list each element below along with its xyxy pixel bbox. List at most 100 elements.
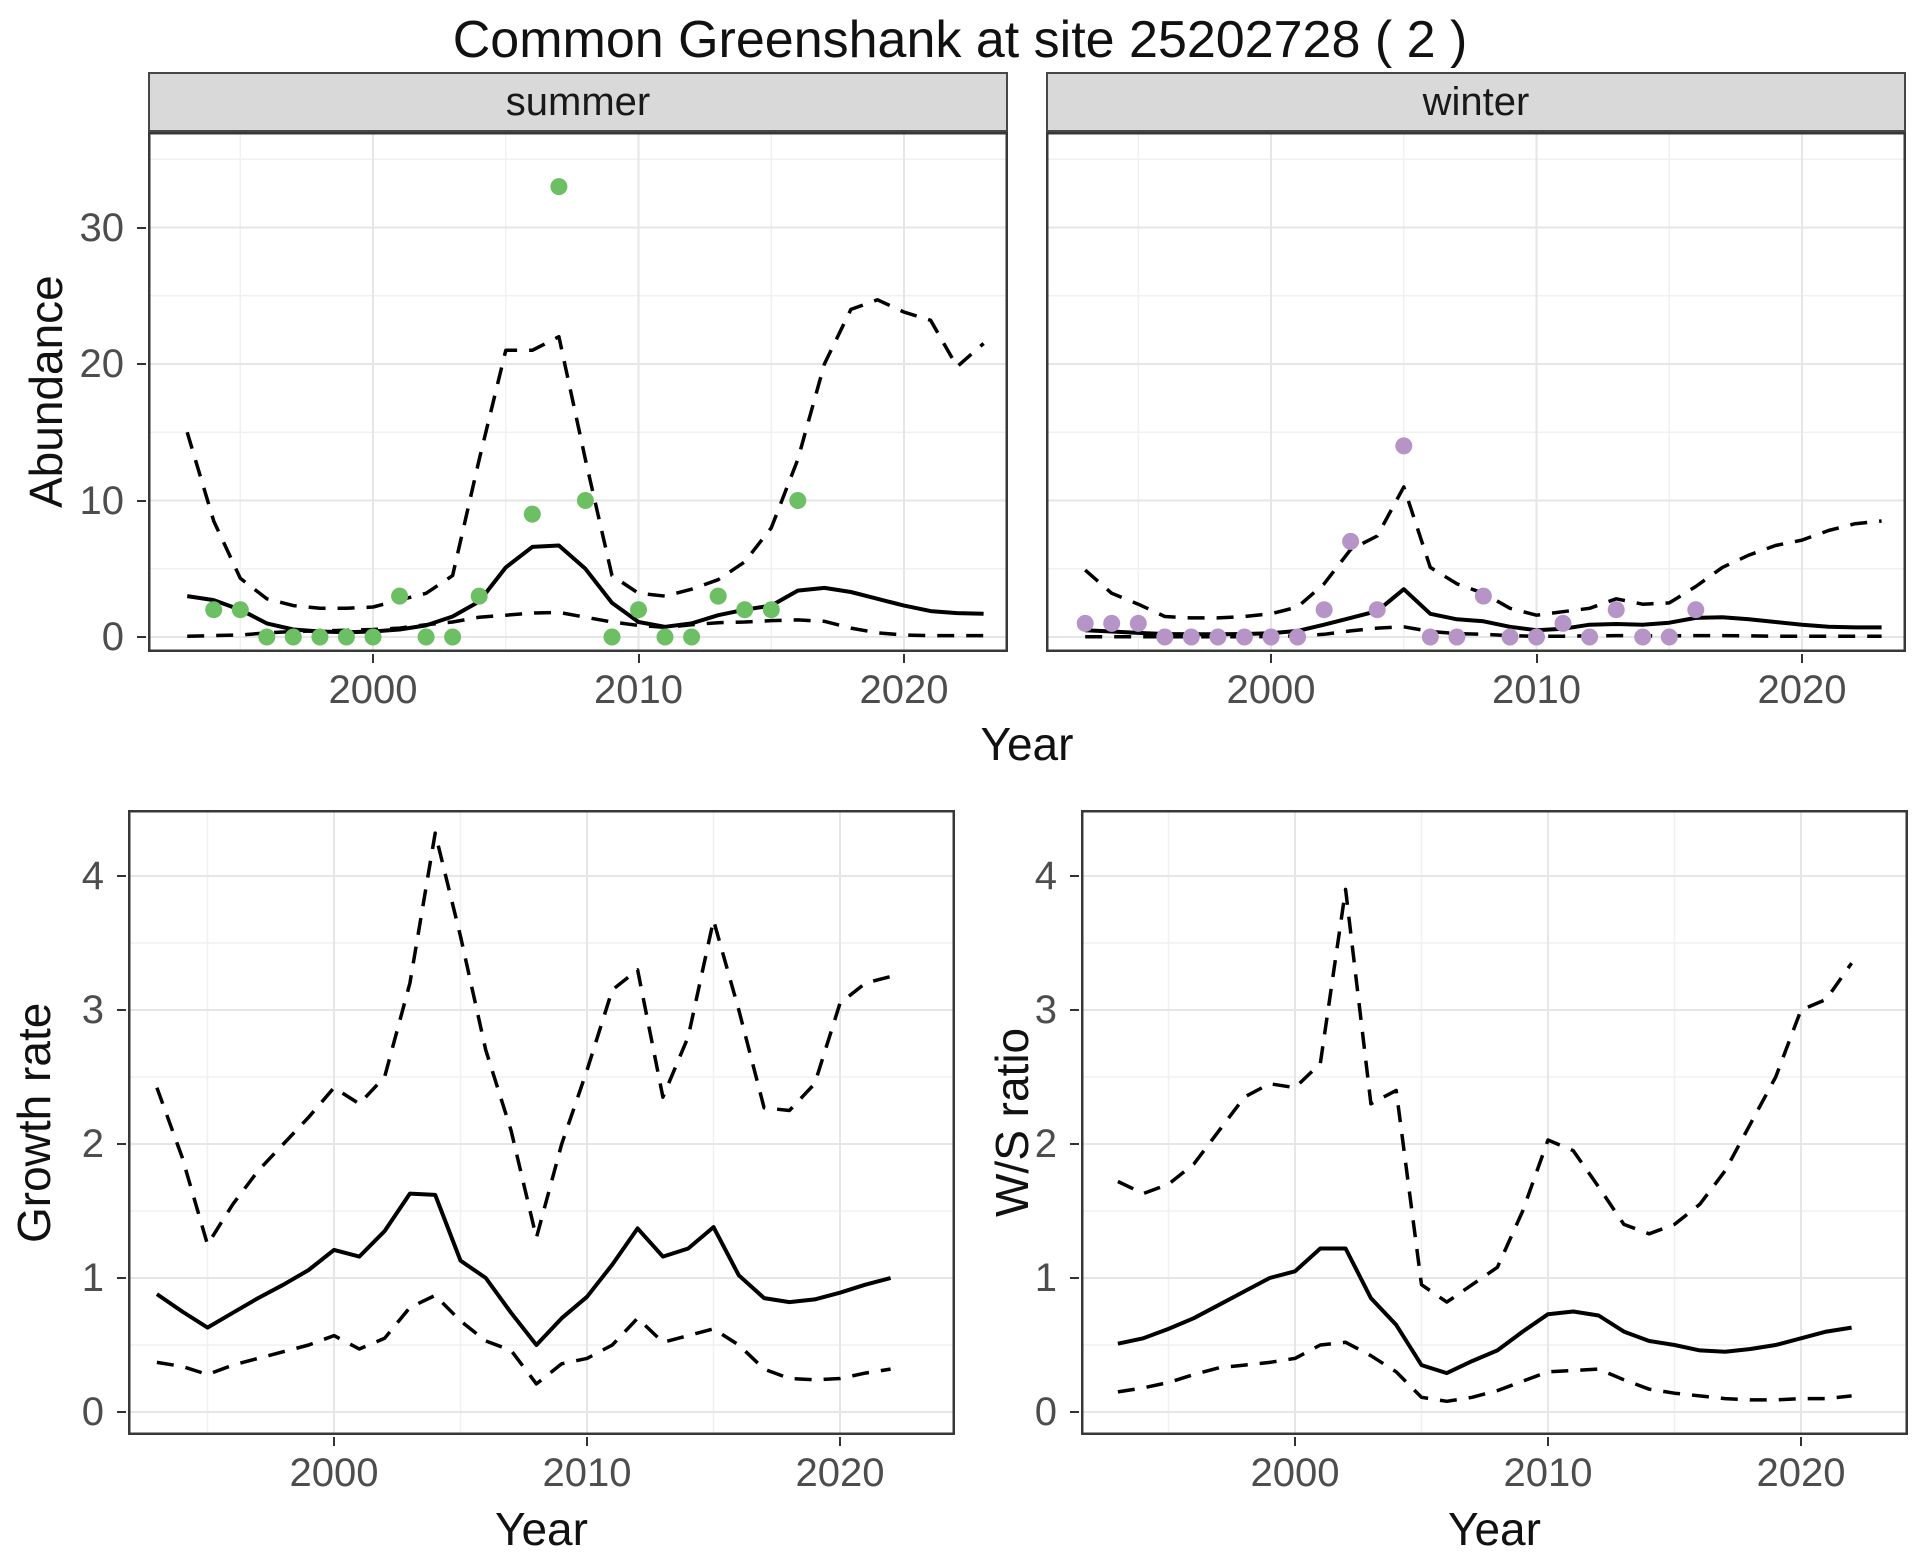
data-point (1262, 628, 1280, 646)
x-tick-label: 2020 (795, 1451, 885, 1495)
y-tick-mark (117, 1143, 126, 1145)
data-point (1395, 437, 1413, 455)
panel-border (148, 132, 1008, 652)
x-tick-mark (586, 1437, 588, 1446)
data-point (523, 505, 541, 523)
data-point (311, 628, 329, 646)
x-tick-mark (1547, 1437, 1549, 1446)
y-tick-label: 0 (81, 1390, 104, 1434)
y-tick-label: 0 (101, 615, 124, 659)
series-upper_95ci (185, 298, 985, 611)
data-point (576, 492, 594, 509)
y-tick-mark (137, 226, 146, 229)
data-point (683, 628, 701, 646)
x-tick-label: 2000 (1226, 668, 1316, 712)
data-point (1501, 628, 1519, 646)
data-point (391, 587, 409, 605)
x-tick-mark (1800, 1437, 1802, 1446)
x-tick-mark (1801, 654, 1803, 663)
y-tick-mark (117, 1009, 126, 1011)
x-tick-mark (839, 1437, 841, 1446)
x-tick-label: 2020 (1757, 668, 1847, 712)
facet-strip-winter-label: winter (1422, 79, 1530, 124)
y-tick-label: 20 (79, 342, 125, 386)
data-point (1289, 628, 1307, 646)
data-point (1342, 532, 1360, 550)
y-tick-label: 4 (1034, 854, 1057, 898)
y-tick-label: 30 (79, 205, 125, 250)
x-tick-label: 2000 (328, 668, 418, 712)
data-point (1474, 587, 1492, 605)
data-point (1103, 614, 1121, 632)
y-tick-label: 1 (81, 1256, 104, 1300)
y-tick-mark (137, 499, 146, 502)
data-point (1448, 628, 1466, 646)
x-tick-label: 2010 (1492, 668, 1581, 712)
data-point (550, 178, 568, 196)
y-tick-label: 3 (1034, 988, 1057, 1032)
data-point (231, 601, 249, 619)
y-tick-mark (117, 1411, 126, 1413)
data-point (1660, 628, 1678, 646)
year-axis-title-bottom-right: Year (1448, 1503, 1541, 1555)
x-tick-label: 2000 (289, 1451, 379, 1495)
x-tick-mark (637, 654, 640, 663)
y-tick-mark (1070, 1277, 1079, 1279)
y-tick-mark (137, 636, 146, 638)
x-tick-mark (1294, 1437, 1296, 1446)
data-point (284, 628, 302, 646)
data-point (1235, 628, 1253, 646)
data-point (736, 601, 754, 619)
x-tick-label: 2020 (859, 668, 949, 712)
data-point (656, 628, 674, 646)
x-tick-label: 2010 (542, 1451, 632, 1495)
data-point (1182, 628, 1200, 646)
data-point (1528, 628, 1545, 646)
abundance-summer-chart (148, 132, 1008, 652)
x-tick-mark (333, 1437, 335, 1446)
data-point (1421, 628, 1439, 646)
year-axis-title-top: Year (980, 718, 1074, 770)
data-point (1315, 601, 1333, 619)
y-tick-mark (117, 875, 126, 877)
data-point (1687, 601, 1705, 619)
data-point (417, 628, 435, 646)
x-tick-mark (372, 654, 374, 663)
data-point (205, 601, 223, 619)
y-tick-label: 1 (1034, 1256, 1057, 1300)
x-tick-label: 2000 (1250, 1451, 1340, 1495)
panel-border (1081, 810, 1908, 1435)
series-estimate (155, 1191, 892, 1347)
panel-border (128, 810, 955, 1435)
y-tick-mark (1070, 1411, 1079, 1413)
ws-ratio-chart (1081, 810, 1908, 1435)
x-tick-label: 2020 (1756, 1451, 1846, 1495)
data-point (1607, 601, 1625, 619)
data-point (1581, 628, 1599, 646)
data-point (1368, 601, 1386, 619)
abundance-winter-chart (1046, 132, 1906, 652)
x-tick-mark (1270, 654, 1272, 663)
panel-border (1046, 132, 1906, 652)
data-point (1076, 614, 1094, 632)
series-estimate (1117, 1246, 1852, 1376)
y-tick-label: 10 (79, 478, 125, 523)
data-point (364, 628, 382, 646)
data-point (337, 628, 355, 646)
x-tick-label: 2010 (1503, 1451, 1593, 1495)
facet-strip-summer: summer (148, 72, 1008, 132)
data-point (709, 587, 727, 605)
y-tick-label: 2 (1034, 1122, 1057, 1166)
x-tick-label: 2010 (594, 668, 683, 712)
series-estimate (186, 543, 984, 635)
data-point (1156, 628, 1174, 646)
series-lower_95ci (156, 1293, 891, 1386)
x-tick-mark (903, 654, 905, 663)
series-lower_95ci (187, 610, 984, 639)
facet-strip-summer-label: summer (505, 79, 651, 124)
data-point (603, 628, 621, 646)
y-tick-label: 4 (81, 854, 104, 898)
y-tick-mark (1070, 875, 1079, 877)
data-point (470, 587, 488, 605)
year-axis-title-bottom-left: Year (495, 1503, 588, 1555)
